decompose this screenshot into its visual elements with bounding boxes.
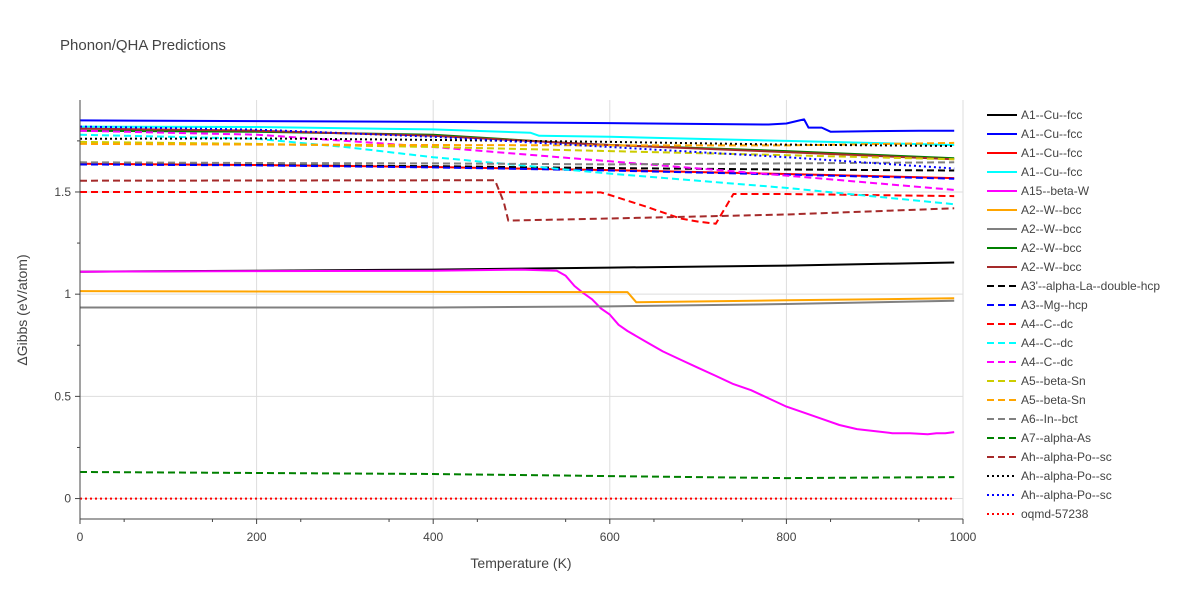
y-axis-label: ΔGibbs (eV/atom) [14,254,30,365]
plot-area [79,118,955,500]
legend-label: A7--alpha-As [1021,431,1091,445]
x-tick-label: 600 [600,530,620,544]
series-line [79,125,955,146]
series-line [79,471,955,480]
legend-label: A1--Cu--fcc [1021,165,1082,179]
legend-label: A4--C--dc [1021,317,1073,331]
series-line [80,191,955,225]
legend-label: Ah--alpha-Po--sc [1021,469,1112,483]
legend-label: A2--W--bcc [1021,203,1081,217]
legend-label: A5--beta-Sn [1021,393,1086,407]
legend-label: Ah--alpha-Po--sc [1021,488,1112,502]
legend-label: A3--Mg--hcp [1021,298,1088,312]
x-tick-label: 1000 [950,530,977,544]
legend-label: A1--Cu--fcc [1021,146,1082,160]
legend-label: A15--beta-W [1021,184,1090,198]
legend-label: oqmd-57238 [1021,507,1089,521]
y-tick-label: 1.5 [54,185,71,199]
legend-label: Ah--alpha-Po--sc [1021,450,1112,464]
series-line [79,163,955,180]
axes: 0 200 400 600 800 1000 0 0.5 1 1.5 [54,100,977,544]
series-line [79,161,955,166]
series-line [79,141,955,147]
series-line [79,290,955,304]
legend-label: A6--In--bct [1021,412,1078,426]
legend-label: A1--Cu--fcc [1021,108,1082,122]
x-tick-label: 200 [247,530,267,544]
series-line [79,127,955,161]
series-line [79,129,955,191]
legend-label: A2--W--bcc [1021,260,1081,274]
legend-label: A3'--alpha-La--double-hcp [1021,279,1160,293]
series-line [80,299,955,309]
legend-label: A5--beta-Sn [1021,374,1086,388]
series-line [79,125,955,170]
y-tick-label: 0 [64,492,71,506]
series-line [79,118,955,133]
x-axis-label: Temperature (K) [470,555,571,571]
legend-label: A1--Cu--fcc [1021,127,1082,141]
x-tick-label: 400 [423,530,443,544]
series-line [79,268,955,436]
chart-title: Phonon/QHA Predictions [60,37,226,54]
legend: A1--Cu--fcc A1--Cu--fcc A1--Cu--fcc A1--Cu-… [987,108,1160,521]
y-tick-label: 0.5 [54,389,71,403]
x-tick-label: 800 [776,530,796,544]
legend-label: A2--W--bcc [1021,241,1081,255]
legend-label: A2--W--bcc [1021,222,1081,236]
legend-label: A4--C--dc [1021,336,1073,350]
legend-label: A4--C--dc [1021,355,1073,369]
y-tick-label: 1 [64,287,71,301]
series-line [79,179,955,222]
x-tick-label: 0 [77,530,84,544]
